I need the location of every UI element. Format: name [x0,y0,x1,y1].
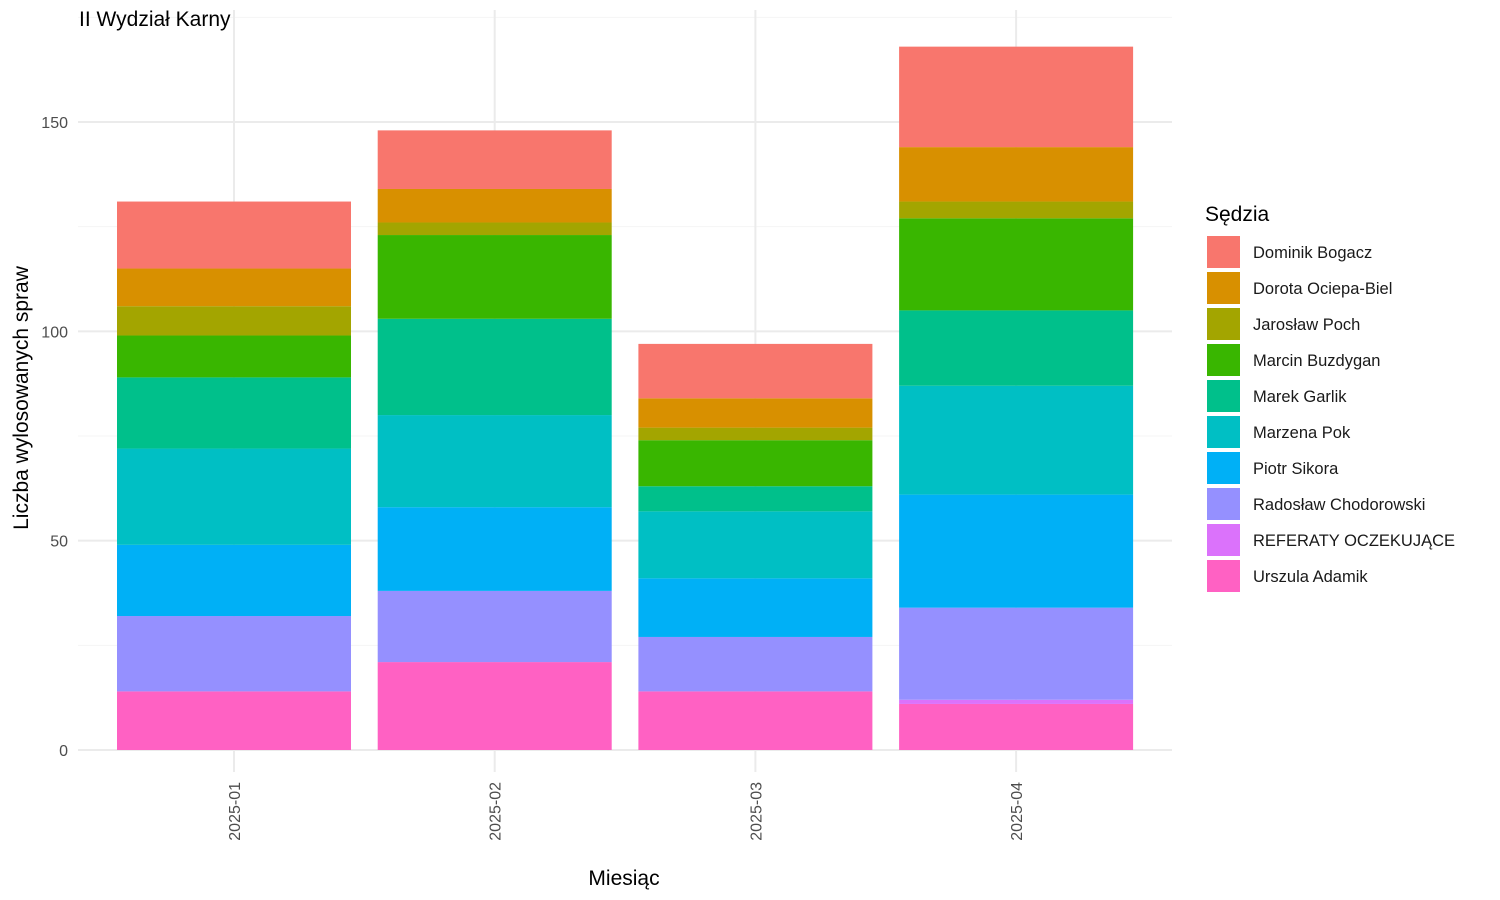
legend-swatch [1207,308,1240,340]
bar-segment [377,222,612,236]
bar-segment [899,310,1134,386]
bar-segment [638,343,873,399]
x-tick-label: 2025-02 [488,782,505,841]
bar-segment [638,486,873,512]
legend-swatch [1207,344,1240,376]
legend-label: Radosław Chodorowski [1253,496,1425,514]
legend-label: Marek Garlik [1253,388,1347,406]
x-tick-label: 2025-01 [227,782,244,841]
bar-segment [899,607,1134,700]
bar-segment [117,448,351,545]
bar-segment [638,636,873,692]
y-tick-label: 50 [50,534,68,551]
legend-label: Dominik Bogacz [1253,244,1372,262]
bars [117,46,1134,750]
legend-label: Urszula Adamik [1253,568,1368,586]
legend-title: Sędzia [1205,203,1270,226]
bar-segment [899,218,1134,311]
x-tick-label: 2025-03 [748,782,765,841]
bar-segment [377,188,612,223]
bar-segment [899,703,1134,750]
bar-segment [899,385,1134,495]
bar-segment [377,235,612,319]
bar-segment [899,201,1134,219]
legend-swatch [1207,380,1240,412]
bar-segment [377,590,612,663]
y-tick-label: 150 [41,115,68,132]
x-axis-ticks: 2025-01 2025-02 2025-03 2025-04 [227,782,1026,841]
bar-segment [899,494,1134,608]
bar-segment [377,662,612,750]
legend-label: REFERATY OCZEKUJĄCE [1253,532,1455,550]
bar-segment [638,427,873,441]
bar-segment [117,268,351,307]
legend-swatch [1207,236,1240,268]
bar-segment [117,201,351,269]
legend-label: Jarosław Poch [1253,316,1360,334]
bar-segment [377,318,612,416]
legend-swatch [1207,416,1240,448]
bar-segment [377,507,612,591]
bar-segment [899,46,1134,148]
x-axis-title: Miesiąc [588,867,659,890]
legend-label: Dorota Ociepa-Biel [1253,280,1392,298]
legend: Sędzia Dominik Bogacz Dorota Ociepa-Biel J… [1205,203,1455,592]
legend-label: Piotr Sikora [1253,460,1339,478]
legend-swatch [1207,560,1240,592]
bar-segment [117,306,351,336]
bar-segment [638,691,873,750]
y-axis-title: Liczba wylosowanych spraw [10,265,33,530]
bar-segment [899,699,1134,704]
legend-label: Marcin Buzdygan [1253,352,1380,370]
legend-swatch [1207,272,1240,304]
legend-swatch [1207,524,1240,556]
bar-segment [638,440,873,487]
bar-segment [117,544,351,617]
legend-swatch [1207,452,1240,484]
bar-segment [117,691,351,750]
y-tick-label: 0 [59,743,68,760]
bar-segment [117,377,351,449]
bar-segment [377,130,612,189]
bar-segment [899,147,1134,202]
bar-segment [638,398,873,428]
bar-segment [117,616,351,692]
legend-swatch [1207,488,1240,520]
y-tick-label: 100 [41,324,68,341]
chart-title: II Wydział Karny [79,8,231,31]
y-axis-ticks: 0 50 100 150 [41,115,68,760]
bar-segment [377,415,612,508]
bar-segment [638,511,873,579]
bar-segment [638,578,873,637]
bar-segment [117,335,351,378]
legend-label: Marzena Pok [1253,424,1351,442]
x-tick-label: 2025-04 [1009,782,1026,841]
